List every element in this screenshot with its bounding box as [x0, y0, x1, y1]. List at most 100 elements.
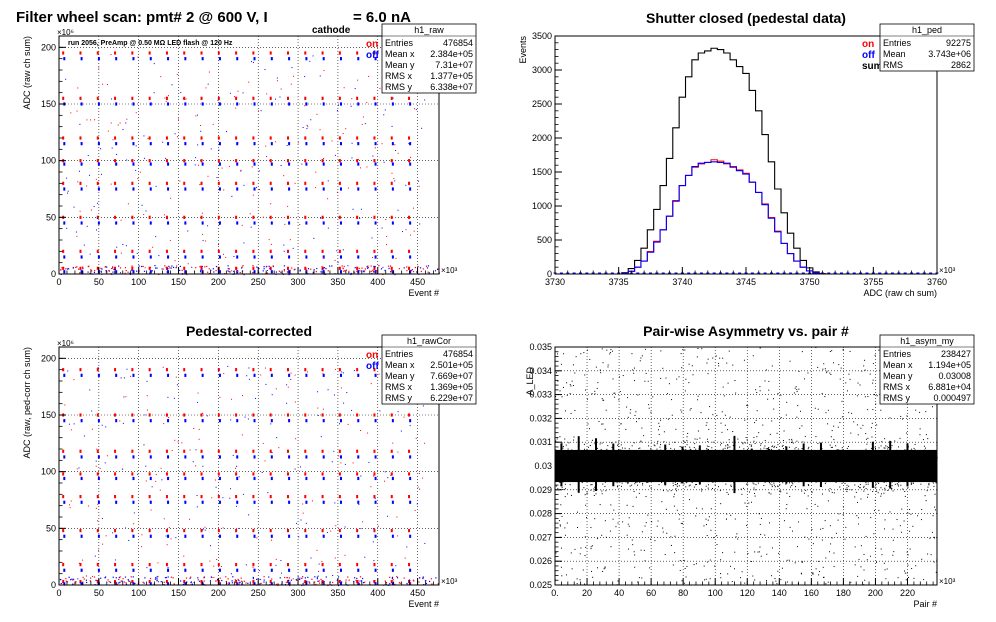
data-point-scatter [394, 144, 396, 146]
data-point-scatter [201, 212, 203, 214]
data-point-low [231, 582, 233, 584]
data-point-scatter [360, 528, 362, 530]
data-point [597, 469, 599, 471]
data-point [791, 484, 793, 486]
data-point [746, 459, 748, 461]
data-point [747, 458, 749, 460]
data-point-scatter [317, 575, 319, 577]
data-point-on [286, 472, 289, 476]
data-point-outlier [646, 459, 648, 461]
data-point-off [167, 142, 170, 146]
data-point-scatter [289, 239, 291, 241]
data-point-outlier [644, 348, 646, 350]
data-point [658, 456, 660, 458]
data-point [677, 455, 679, 457]
data-point [773, 482, 775, 484]
data-point-scatter [368, 461, 370, 463]
stats-value: 476854 [443, 349, 473, 359]
data-point-off [115, 255, 118, 259]
data-point-scatter [391, 172, 393, 174]
data-point [659, 480, 661, 482]
data-point [643, 473, 645, 475]
data-point [881, 474, 883, 476]
data-point-scatter [419, 223, 421, 225]
data-point [914, 456, 916, 458]
data-point-low [91, 270, 93, 272]
data-point-low [154, 264, 156, 267]
data-point [935, 477, 937, 479]
data-point-on [148, 495, 151, 499]
data-point [761, 470, 763, 472]
data-point-on [356, 563, 359, 567]
data-point-scatter [77, 578, 79, 580]
data-point-low [288, 577, 290, 579]
data-point-low [82, 576, 84, 579]
data-point-on [200, 413, 203, 417]
data-point-low [343, 265, 345, 268]
data-point-scatter [125, 396, 127, 398]
data-point-outlier [647, 514, 649, 516]
data-point [720, 478, 722, 480]
data-point-scatter [307, 126, 309, 128]
data-point-on [390, 495, 393, 499]
data-point-scatter [90, 119, 92, 121]
data-point-low [286, 271, 289, 273]
data-point-outlier [881, 441, 883, 443]
data-point-outlier [906, 572, 908, 574]
data-point-scatter [195, 465, 197, 467]
data-point-scatter [270, 243, 272, 245]
data-point [933, 485, 935, 487]
data-point-on [269, 266, 272, 270]
data-point [584, 463, 586, 465]
data-point [660, 454, 662, 456]
data-point-off [305, 102, 308, 106]
data-point [779, 468, 781, 470]
data-point [651, 475, 653, 477]
data-point [585, 460, 587, 462]
data-point-scatter [270, 423, 272, 425]
data-point-low [284, 583, 287, 586]
data-point-scatter [97, 503, 99, 505]
data-point-scatter [146, 380, 148, 382]
data-point [863, 486, 865, 488]
data-point [866, 465, 868, 467]
data-point-scatter [413, 230, 415, 232]
data-point-off [149, 568, 152, 572]
data-point-low [344, 270, 346, 272]
data-point-low [115, 582, 117, 584]
data-point [689, 465, 691, 467]
data-point [846, 455, 848, 457]
data-point-off [63, 57, 66, 61]
data-point-off [97, 476, 100, 481]
data-point-low [114, 268, 116, 271]
data-point-off [115, 102, 118, 106]
data-point [583, 471, 585, 473]
data-point-on [114, 368, 117, 372]
data-point [660, 449, 662, 451]
data-point [788, 446, 790, 448]
legend-on: on [366, 39, 378, 50]
data-point-on [235, 266, 238, 270]
data-point [678, 485, 680, 487]
data-point-off [270, 568, 273, 572]
data-point [676, 460, 678, 462]
data-point-scatter [125, 245, 127, 247]
data-point-on [356, 495, 359, 499]
data-point-scatter [126, 159, 128, 161]
data-point-off [253, 255, 256, 259]
data-point [714, 452, 716, 454]
data-point [776, 477, 778, 479]
data-point [610, 451, 612, 453]
data-point-off [63, 187, 66, 191]
data-point [628, 455, 630, 457]
data-point-off [409, 476, 412, 481]
data-point [748, 470, 750, 472]
data-point [796, 472, 798, 474]
data-point [648, 450, 650, 452]
data-point-outlier [883, 528, 885, 530]
data-point [884, 461, 886, 463]
data-point [712, 458, 714, 460]
data-point [594, 477, 596, 479]
data-point [686, 436, 688, 438]
data-point [656, 443, 658, 445]
